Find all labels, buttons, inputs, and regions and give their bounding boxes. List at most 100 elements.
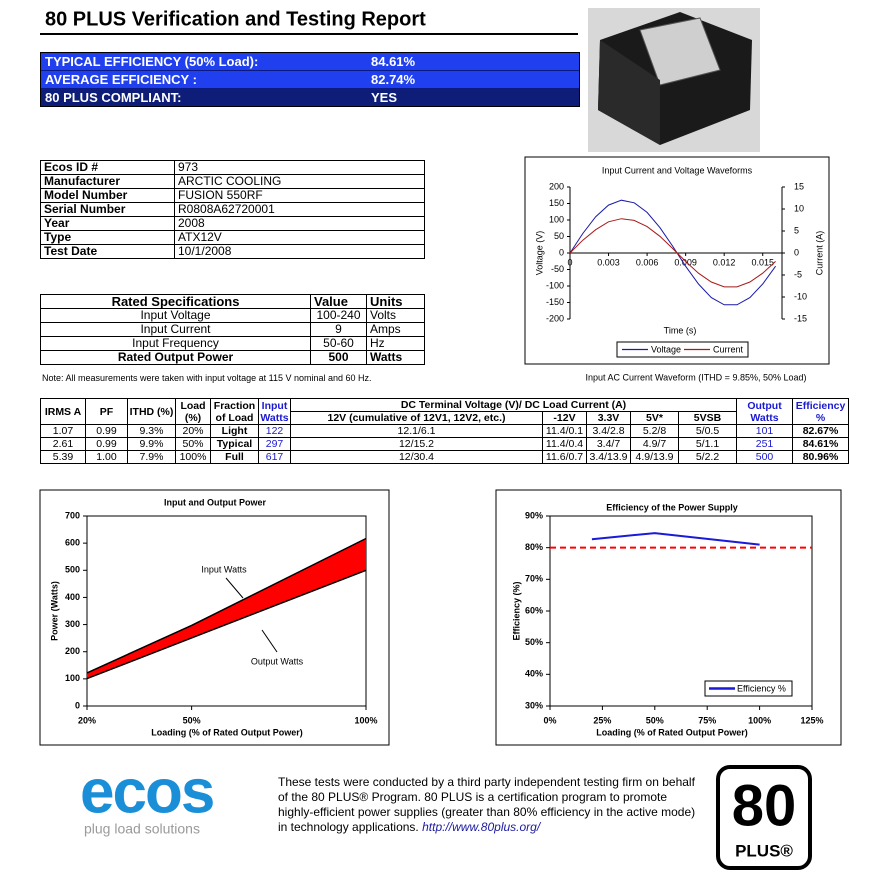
test-cell: 7.9%: [127, 450, 176, 464]
plot-frame: [549, 515, 813, 707]
y-tick-label: -200: [546, 313, 564, 323]
test-header-cell: Input Watts: [258, 398, 291, 425]
test-subheader-cell: 5VSB: [677, 411, 738, 425]
plot-frame: [86, 515, 367, 707]
x-tick-label: 0%: [543, 715, 556, 725]
test-subheader-cell: 12V (cumulative of 12V1, 12V2, etc.): [290, 411, 543, 425]
rated-table: Rated Specifications Value Units Input Volt…: [40, 294, 425, 365]
y-tick-label: 60%: [525, 605, 543, 615]
footer-paragraph: These tests were conducted by a third pa…: [278, 775, 696, 834]
test-cell: 50%: [175, 437, 211, 451]
rated-header: Rated Specifications Value Units: [40, 294, 425, 309]
info-key: Serial Number: [40, 202, 175, 217]
x-tick-label: 50%: [646, 715, 664, 725]
x-tick-label: 0.009: [674, 257, 697, 267]
power-box: [39, 489, 390, 746]
test-row: 2.61 0.99 9.9% 50% Typical 297 12/15.2 11.4/0.4…: [40, 437, 850, 451]
y2-tick-label: -15: [794, 313, 807, 323]
summary-value: YES: [371, 90, 398, 105]
y-tick-label: 30%: [525, 700, 543, 710]
x-tick-label: 0.012: [713, 257, 736, 267]
x-tick-label: 0.003: [597, 257, 620, 267]
test-subheader-cell: -12V: [542, 411, 587, 425]
y-tick-label: 100: [65, 673, 80, 683]
y-axis-label: Power (Watts): [49, 581, 59, 641]
test-cell: 9.3%: [127, 424, 176, 438]
chart-title: Efficiency of the Power Supply: [606, 502, 738, 512]
test-header-cell: Output Watts: [736, 398, 794, 425]
annotation-arrow: [225, 577, 244, 599]
test-cell: 1.07: [40, 424, 86, 438]
test-cell: 5.2/8: [630, 424, 679, 438]
test-cell: 12.1/6.1: [290, 424, 543, 438]
ecos-logo: ecos: [80, 757, 213, 826]
test-cell: 101: [736, 424, 794, 438]
y-tick-label: 50%: [525, 637, 543, 647]
info-value: ATX12V: [174, 230, 425, 245]
test-cell: 4.9/13.9: [630, 450, 679, 464]
info-row: Test Date 10/1/2008: [40, 244, 425, 259]
y-tick-label: 200: [549, 181, 564, 191]
series-line: [569, 199, 777, 306]
x-tick-label: 20%: [78, 715, 96, 725]
info-table: Ecos ID #973 Manufacturer ARCTIC COOLING Mo…: [40, 160, 425, 259]
annotation: Output Watts: [251, 656, 304, 666]
test-cell: 3.4/13.9: [586, 450, 631, 464]
test-cell: 12/15.2: [290, 437, 543, 451]
info-value: R0808A62720001: [174, 202, 425, 217]
y-axis-label: Voltage (V): [534, 231, 544, 276]
summary-value: 84.61%: [371, 54, 416, 69]
test-cell: 3.4/7: [586, 437, 631, 451]
chart-title: Input and Output Power: [164, 497, 266, 507]
y-tick-label: 80%: [525, 542, 543, 552]
rated-cell: Volts: [366, 308, 425, 323]
legend-label: Efficiency %: [737, 683, 786, 693]
summary-row: 80 PLUS COMPLIANT: YES: [41, 89, 579, 106]
y-tick-label: 50: [554, 231, 564, 241]
y-tick-label: -100: [546, 280, 564, 290]
note: Note: All measurements were taken with i…: [42, 373, 372, 383]
waveform-box: [524, 156, 830, 365]
y-tick-label: 150: [549, 198, 564, 208]
summary-label: 80 PLUS COMPLIANT:: [45, 90, 182, 105]
test-cell: 11.4/0.1: [542, 424, 587, 438]
rated-cell: 100-240: [310, 308, 367, 323]
rated-header-cell: Value: [310, 294, 367, 309]
test-cell: Light: [210, 424, 259, 438]
info-key: Manufacturer: [40, 174, 175, 189]
test-cell: 122: [258, 424, 291, 438]
info-key: Model Number: [40, 188, 175, 203]
test-cell: 0.99: [85, 437, 128, 451]
x-tick-label: 25%: [593, 715, 611, 725]
summary-value: 82.74%: [371, 72, 416, 87]
footer-link[interactable]: http://www.80plus.org/: [422, 820, 541, 834]
test-cell: 5/1.1: [677, 437, 738, 451]
info-row: Manufacturer ARCTIC COOLING: [40, 174, 425, 189]
y-tick-label: -150: [546, 297, 564, 307]
test-cell: 297: [258, 437, 291, 451]
info-row: Serial Number R0808A62720001: [40, 202, 425, 217]
rated-row: Input Current 9 Amps: [40, 322, 425, 337]
y2-tick-label: 15: [794, 181, 804, 191]
rated-cell: Watts: [366, 350, 425, 365]
test-cell: Typical: [210, 437, 259, 451]
x-tick-label: 50%: [183, 715, 201, 725]
product-photo: [588, 8, 760, 152]
info-row: Ecos ID #973: [40, 160, 425, 175]
legend-label: Current: [713, 344, 744, 354]
legend-box: [616, 341, 749, 358]
y-tick-label: 40%: [525, 669, 543, 679]
badge-frame: [716, 765, 812, 870]
x-tick-label: 75%: [698, 715, 716, 725]
rated-row: Rated Output Power 500 Watts: [40, 350, 425, 365]
x-tick-label: 0.015: [751, 257, 774, 267]
summary-row: AVERAGE EFFICIENCY : 82.74%: [41, 71, 579, 89]
x-tick-label: 100%: [354, 715, 377, 725]
test-cell: 5.39: [40, 450, 86, 464]
test-cell: 4.9/7: [630, 437, 679, 451]
ecos-tagline: plug load solutions: [84, 821, 200, 837]
x-tick-label: 0.006: [636, 257, 659, 267]
legend-box: [704, 680, 793, 697]
rated-row: Input Voltage 100-240 Volts: [40, 308, 425, 323]
